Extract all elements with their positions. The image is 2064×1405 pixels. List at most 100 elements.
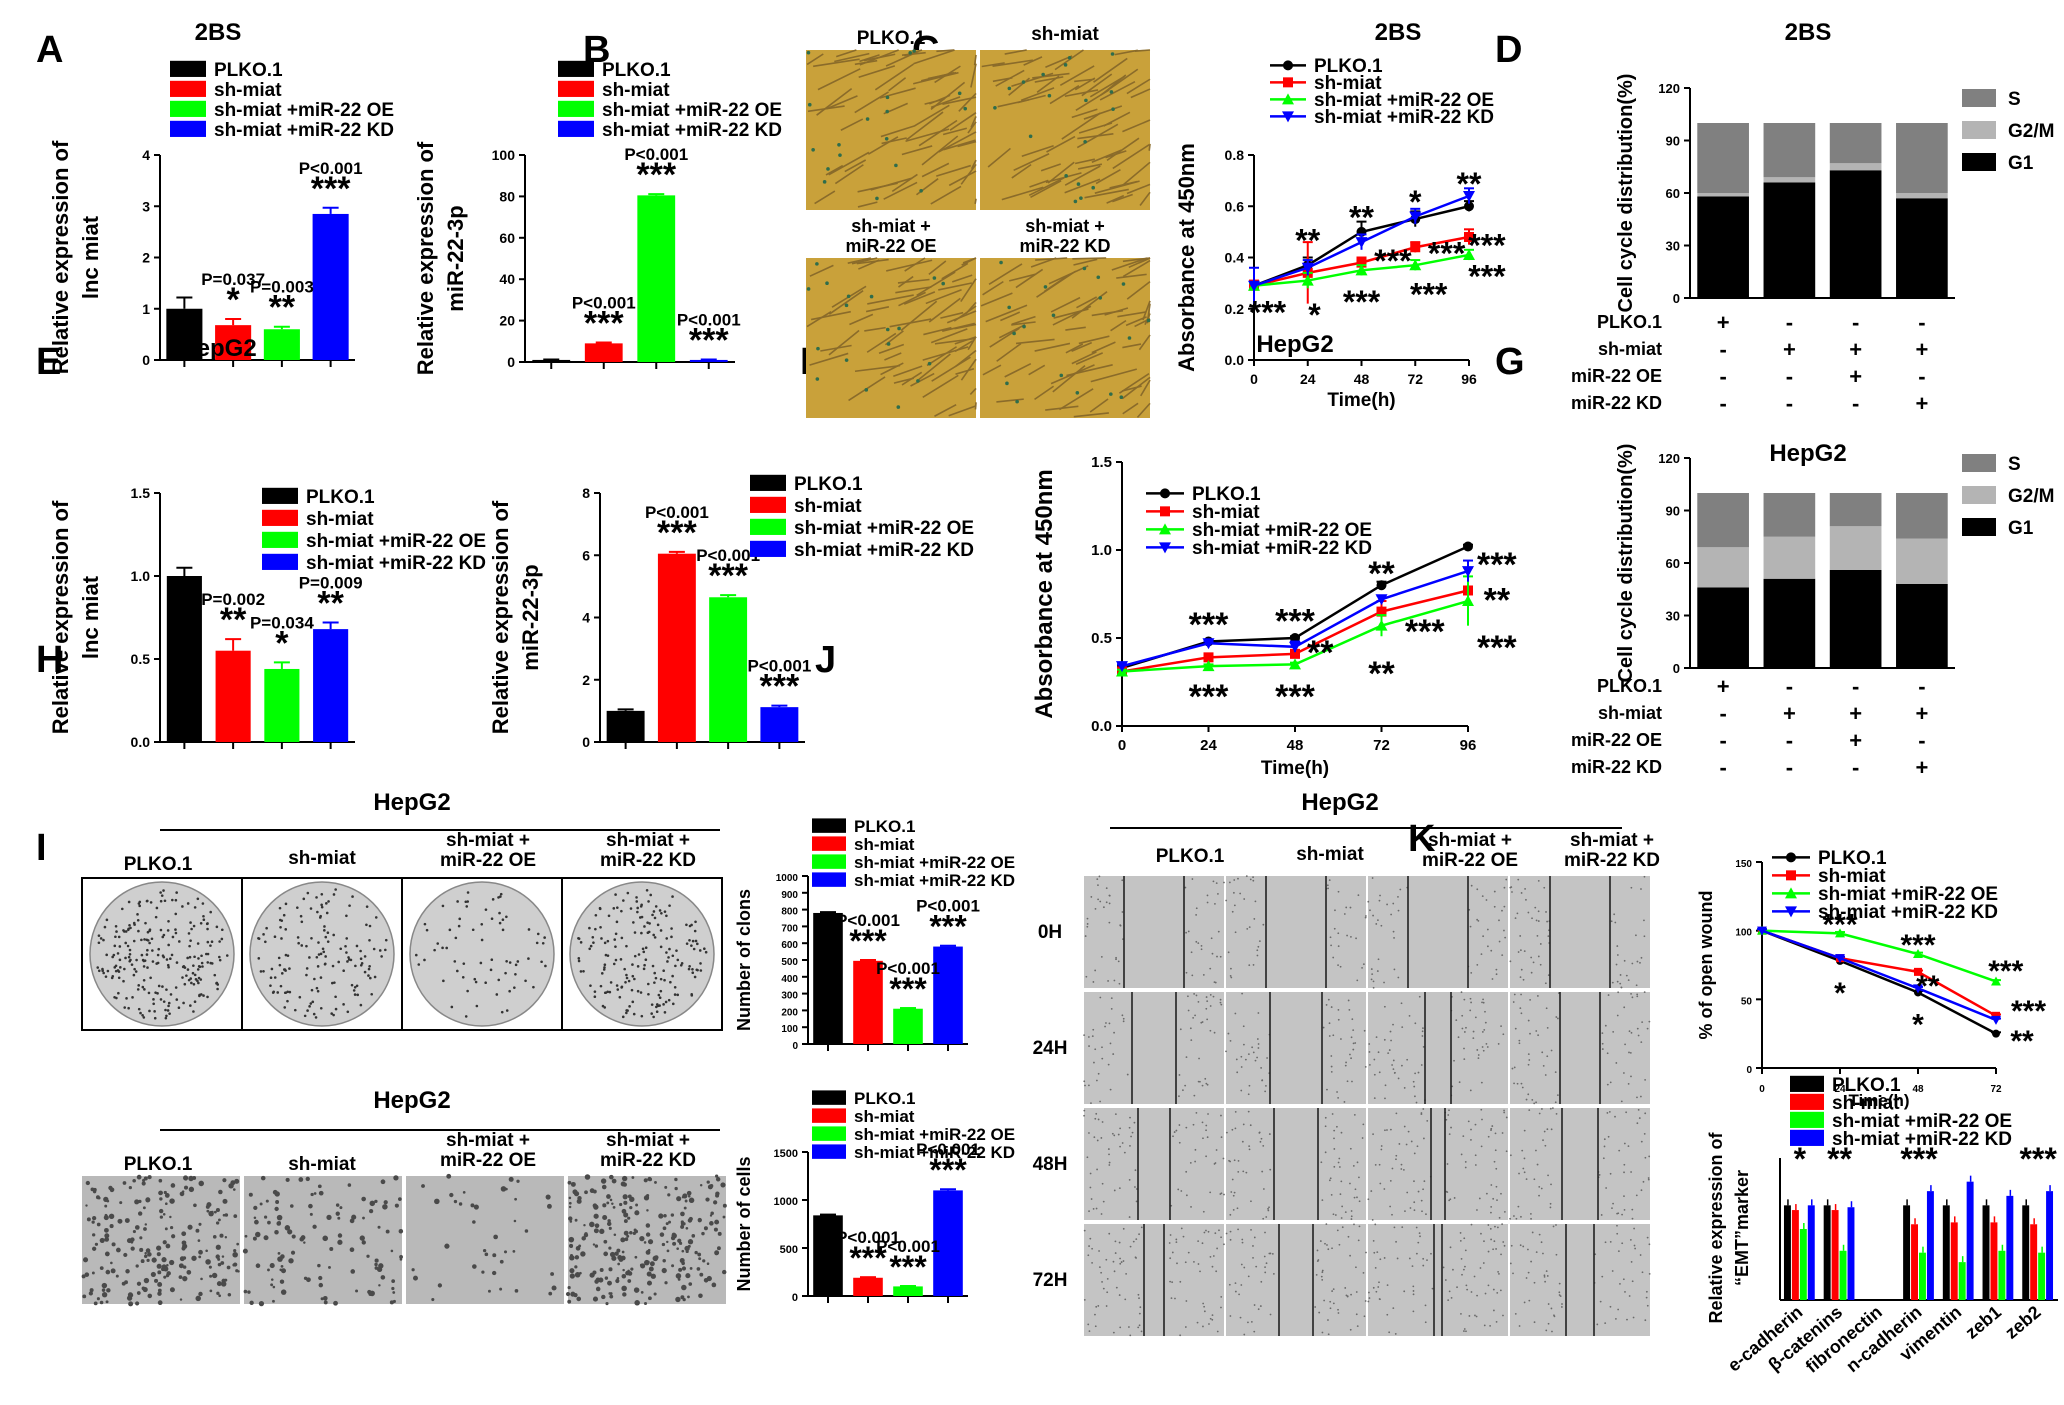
colony [144, 921, 147, 925]
legend-swatch [812, 1090, 846, 1105]
cell [1171, 1251, 1174, 1254]
cell [569, 1253, 574, 1258]
significance-stars: *** [929, 1152, 967, 1188]
cell [1533, 1178, 1536, 1181]
significance-stars: ** [1457, 166, 1482, 202]
cell [104, 1233, 110, 1239]
colony [668, 904, 671, 907]
cell [1098, 875, 1101, 878]
cell [1034, 385, 1055, 401]
colony [186, 956, 189, 960]
cell [1545, 1270, 1548, 1273]
cell [157, 1270, 162, 1275]
p-value: P=0.009 [299, 573, 363, 592]
colony [171, 898, 174, 902]
cell [1111, 1132, 1114, 1135]
cell [1609, 1081, 1612, 1084]
cell [1462, 1135, 1465, 1138]
cell [221, 1255, 225, 1258]
cell [1324, 1242, 1326, 1245]
cell [1259, 1140, 1262, 1143]
cell [1244, 1058, 1247, 1061]
colony [115, 930, 118, 933]
legend-label: PLKO.1 [306, 487, 375, 508]
colony [198, 993, 201, 997]
cell [252, 1236, 257, 1241]
colony [132, 939, 136, 943]
bar [760, 707, 799, 742]
cell [608, 1246, 612, 1250]
colony [187, 932, 191, 935]
cell [1209, 1005, 1212, 1007]
stained-cell [875, 196, 879, 201]
cell [91, 1271, 95, 1275]
cell [1092, 1207, 1095, 1210]
significance-stars: *** [1468, 258, 1506, 294]
cell [1132, 1240, 1135, 1243]
y-tick-label: 1 [142, 301, 150, 317]
cell [1122, 343, 1142, 349]
stained-cell [865, 117, 870, 121]
cell [1337, 890, 1340, 893]
colony [662, 1003, 665, 1006]
cell [948, 170, 977, 187]
cell [255, 1263, 261, 1268]
cell [473, 1204, 479, 1210]
cell [858, 65, 896, 79]
cell [1447, 1299, 1450, 1302]
cell [1640, 1140, 1643, 1143]
sign: + [1915, 391, 1928, 416]
cell [954, 340, 974, 353]
data-point [1835, 954, 1845, 964]
significance-stars: *** [311, 170, 351, 208]
significance-stars: *** [1477, 546, 1517, 584]
cell [1414, 1072, 1417, 1075]
colony [497, 978, 501, 982]
cell [622, 1182, 627, 1187]
cell [1476, 1209, 1478, 1211]
cell [606, 1194, 611, 1199]
cell [1119, 1326, 1122, 1329]
cell [1445, 1190, 1448, 1193]
legend-label: PLKO.1 [214, 60, 283, 81]
colony [688, 965, 691, 968]
cell [715, 1193, 720, 1198]
cell [817, 68, 861, 91]
cell [183, 1176, 188, 1181]
colony [306, 891, 310, 895]
cell [1420, 1064, 1423, 1066]
cell [1240, 1263, 1243, 1266]
legend-label: G2/M [2008, 486, 2054, 507]
cell [178, 1263, 184, 1269]
cell [1236, 1071, 1239, 1074]
cell [834, 52, 870, 63]
cell [1189, 1161, 1192, 1164]
significance-stars: *** [1249, 294, 1287, 330]
colony [288, 990, 292, 994]
bar [893, 1286, 923, 1296]
colony [213, 973, 217, 977]
cell [1108, 1153, 1110, 1156]
cell [1480, 1145, 1483, 1148]
cell [1555, 1112, 1558, 1115]
cell [943, 139, 976, 151]
cell [484, 1252, 489, 1257]
colony [652, 933, 655, 937]
cell [1522, 1167, 1525, 1170]
cell [1540, 1187, 1543, 1190]
cell [599, 1268, 604, 1272]
colony [685, 923, 688, 927]
cell [1485, 1192, 1488, 1195]
colony [655, 1010, 659, 1014]
bar [2046, 1191, 2054, 1300]
cell [1169, 1234, 1172, 1236]
cell [1179, 1028, 1182, 1031]
cell [1229, 1213, 1232, 1216]
cell [1260, 1137, 1263, 1140]
cell [1109, 1042, 1112, 1045]
cell [1549, 1202, 1552, 1205]
data-point [1159, 542, 1171, 554]
bar [2030, 1224, 2038, 1300]
cell [1392, 1307, 1395, 1310]
cell [1106, 1277, 1109, 1280]
